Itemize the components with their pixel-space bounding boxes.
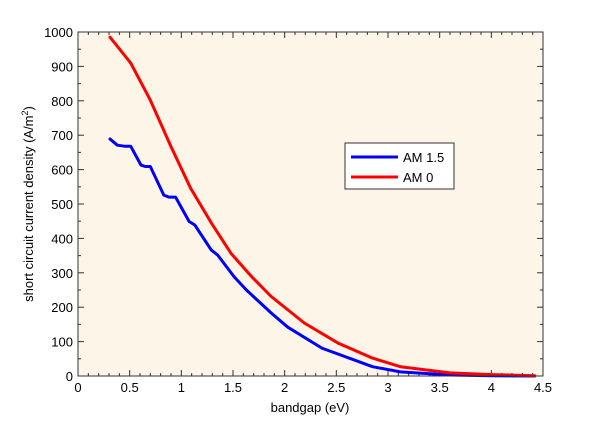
x-tick-label: 2.5 [327, 380, 345, 395]
legend-label: AM 0 [403, 170, 433, 185]
y-tick-label: 800 [51, 94, 73, 109]
x-tick-label: 4 [488, 380, 495, 395]
plot-area [78, 32, 543, 376]
x-tick-label: 3.5 [431, 380, 449, 395]
x-tick-label: 4.5 [534, 380, 552, 395]
plot-frame [77, 31, 544, 377]
x-tick-label: 1.5 [224, 380, 242, 395]
x-tick-label: 2 [281, 380, 288, 395]
y-axis-label: short circuit current density (A/m2) [20, 106, 36, 302]
y-tick-label: 200 [51, 300, 73, 315]
x-tick-label: 3 [384, 380, 391, 395]
y-tick-label: 400 [51, 231, 73, 246]
y-tick-label: 1000 [44, 25, 73, 40]
y-tick-label: 300 [51, 266, 73, 281]
y-tick-label: 0 [66, 369, 73, 384]
series-lines [108, 35, 537, 378]
series-line-2 [108, 35, 537, 378]
series-line-1 [108, 137, 537, 378]
legend-label: AM 1.5 [403, 150, 444, 165]
y-tick-label: 900 [51, 59, 73, 74]
y-tick-label: 500 [51, 197, 73, 212]
x-tick-label: 0.5 [121, 380, 139, 395]
y-axis-label-superscript: 2 [20, 110, 30, 115]
y-tick-label: 100 [51, 335, 73, 350]
x-tick-label: 0 [74, 380, 81, 395]
y-tick-label: 600 [51, 163, 73, 178]
legend: AM 1.5 AM 0 [344, 142, 455, 190]
x-axis-label: bandgap (eV) [271, 400, 350, 415]
tick-labels: 0 0.5 1 1.5 2 2.5 3 3.5 4 4.5 0 100 200 300 400 500 600 7… [44, 25, 552, 395]
y-tick-label: 700 [51, 128, 73, 143]
x-tick-label: 1 [178, 380, 185, 395]
